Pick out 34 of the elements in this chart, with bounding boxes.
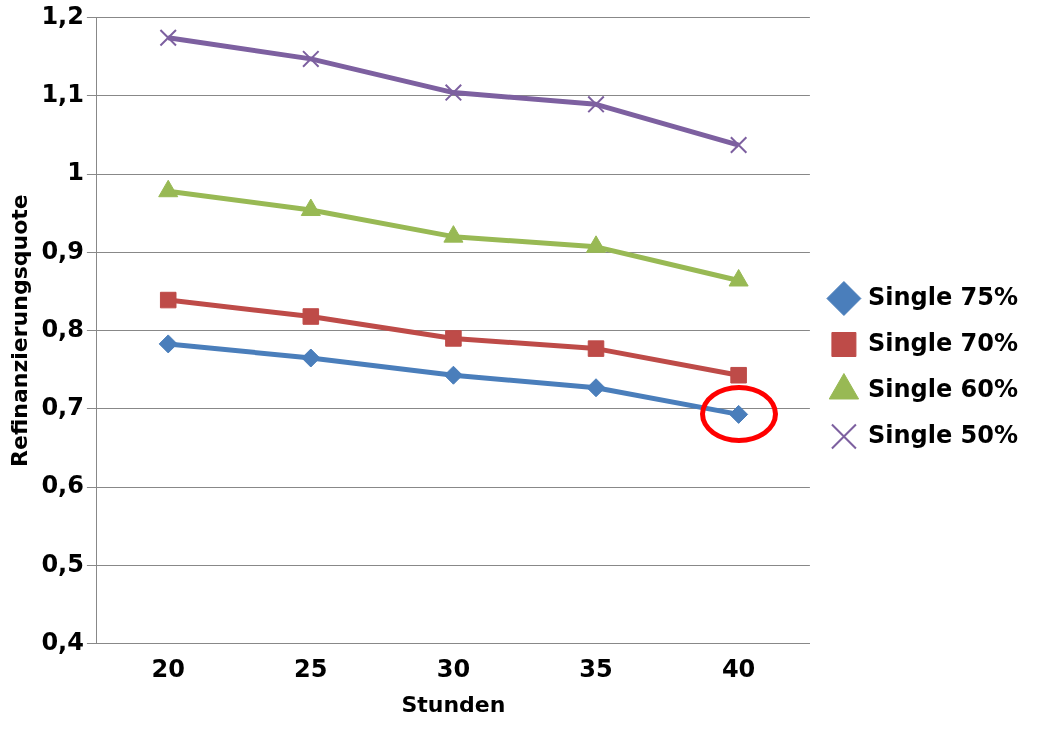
point: [159, 28, 177, 47]
point: [159, 291, 177, 309]
y-tick-label: 0,7: [41, 393, 84, 422]
y-tick-label: 0,9: [41, 236, 84, 265]
x-tick-label: 35: [579, 655, 613, 684]
y-axis-title: Refinanzierungsquote: [6, 194, 32, 467]
x-tick-label: 40: [721, 655, 756, 684]
point: [444, 83, 463, 102]
x-tick-label: 25: [294, 655, 328, 684]
y-tick-label: 0,6: [41, 471, 84, 500]
legend-label: Single 60%: [867, 374, 1019, 403]
x-axis-title: Stunden: [401, 691, 506, 717]
y-tick-label: 0,8: [41, 314, 84, 343]
legend-label: Single 75%: [867, 282, 1019, 311]
y-tick-label: 0,5: [41, 549, 84, 578]
point: [302, 308, 320, 325]
y-tick-label: 0,4: [41, 628, 84, 657]
point: [158, 334, 178, 354]
y-tick-label: 1: [67, 158, 84, 187]
point: [729, 136, 748, 154]
point: [445, 330, 462, 347]
legend-label: Single 70%: [867, 328, 1019, 357]
point: [301, 348, 321, 368]
point: [302, 50, 320, 68]
point: [443, 365, 463, 385]
y-tick-label: 1,2: [41, 1, 84, 30]
x-tick-label: 30: [436, 655, 471, 684]
x-tick-label: 20: [151, 655, 185, 684]
point: [730, 366, 747, 384]
legend-label: Single 50%: [867, 420, 1019, 449]
point: [587, 95, 605, 114]
point: [586, 378, 606, 398]
y-tick-label: 1,1: [41, 79, 84, 108]
point: [587, 340, 605, 357]
